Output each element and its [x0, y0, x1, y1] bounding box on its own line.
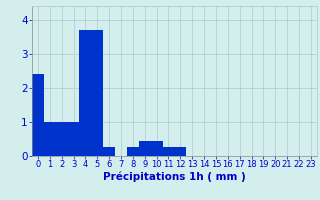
Bar — [79, 30, 91, 156]
Bar — [127, 147, 139, 156]
Bar — [103, 147, 115, 156]
X-axis label: Précipitations 1h ( mm ): Précipitations 1h ( mm ) — [103, 172, 246, 182]
Bar — [163, 147, 174, 156]
Bar — [174, 147, 186, 156]
Bar — [32, 74, 44, 156]
Bar — [68, 122, 79, 156]
Bar — [139, 141, 151, 156]
Bar — [56, 122, 68, 156]
Bar — [44, 122, 56, 156]
Bar — [151, 141, 163, 156]
Bar — [91, 30, 103, 156]
